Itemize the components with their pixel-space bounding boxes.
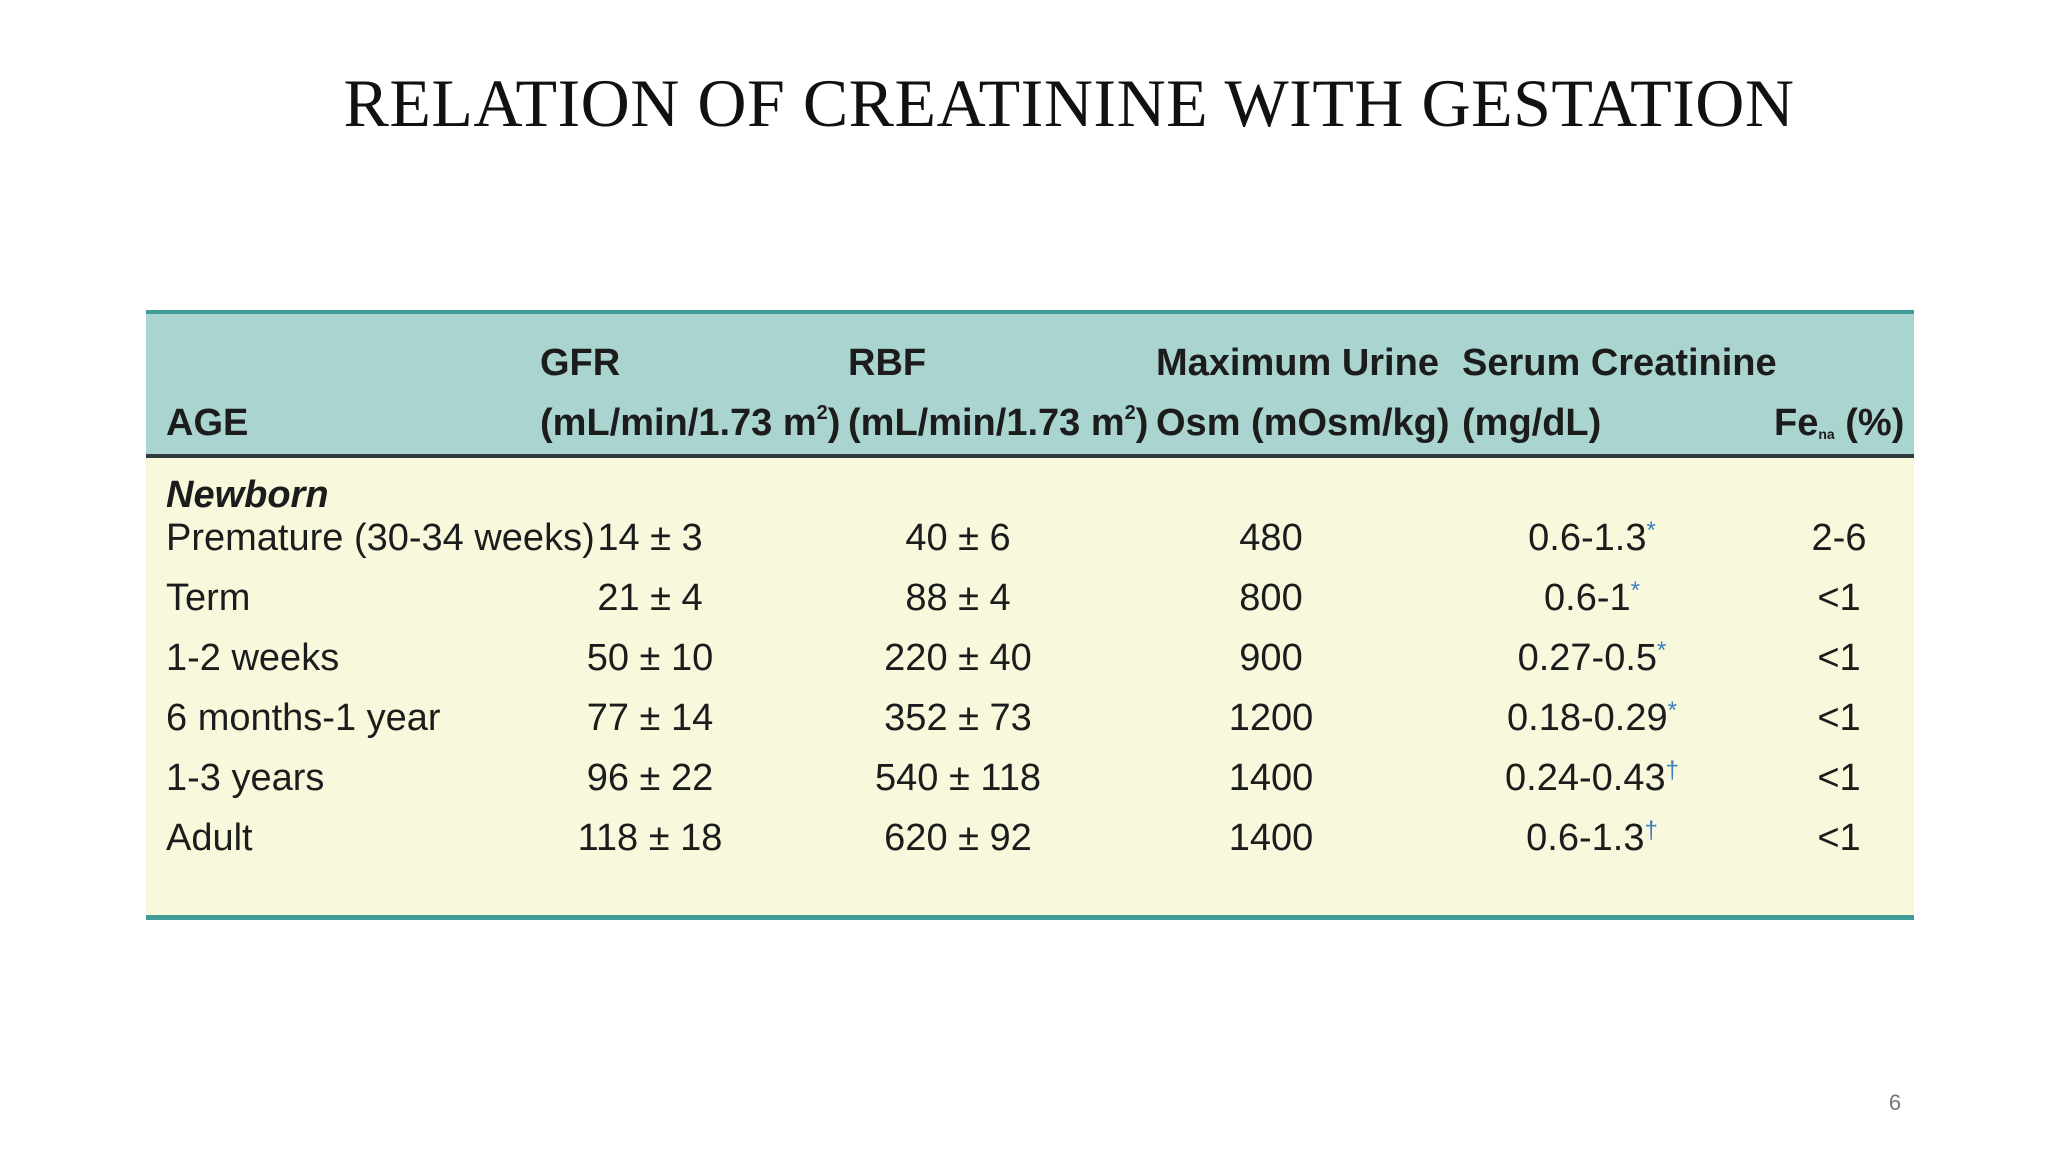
cell-gfr: 118 ± 18: [577, 817, 723, 859]
cell-creat: 0.27-0.5*: [1517, 637, 1667, 679]
table-header: AGE GFR (mL/min/1.73 m2) RBF (mL/min/1.7…: [146, 314, 1914, 458]
cell-rbf: 352 ± 73: [884, 697, 1032, 739]
cell-age: 1-3 years: [166, 757, 325, 799]
header-urine-unit: Osm (mOsm/kg): [1156, 402, 1450, 444]
cell-age: Premature (30-34 weeks): [166, 517, 595, 559]
cell-rbf: 540 ± 118: [875, 757, 1041, 799]
cell-urine: 480: [1239, 517, 1303, 559]
cell-fena: 2-6: [1811, 517, 1867, 559]
cell-gfr: 14 ± 3: [597, 517, 703, 559]
cell-rbf: 220 ± 40: [884, 637, 1032, 679]
cell-gfr: 96 ± 22: [586, 757, 714, 799]
data-table: AGE GFR (mL/min/1.73 m2) RBF (mL/min/1.7…: [146, 310, 1914, 920]
cell-gfr: 21 ± 4: [597, 577, 703, 619]
cell-urine: 1400: [1228, 817, 1314, 859]
cell-urine: 800: [1239, 577, 1303, 619]
header-urine-title: Maximum Urine: [1156, 342, 1439, 384]
footnote-mark: *: [1646, 517, 1656, 544]
cell-age: 1-2 weeks: [166, 637, 340, 679]
cell-age: 6 months-1 year: [166, 697, 441, 739]
cell-age: Term: [166, 577, 251, 619]
cell-fena: <1: [1817, 817, 1861, 859]
header-rbf-title: RBF: [848, 342, 927, 384]
header-serum-creatinine: Serum Creatinine (mg/dL): [1462, 334, 1777, 454]
cell-gfr: 50 ± 10: [586, 637, 714, 679]
cell-urine: 900: [1239, 637, 1303, 679]
cell-rbf: 88 ± 4: [905, 577, 1011, 619]
footnote-mark: †: [1665, 757, 1679, 784]
header-rbf: RBF (mL/min/1.73 m2): [848, 334, 1148, 454]
footnote-mark: *: [1667, 697, 1677, 724]
header-rbf-unit: (mL/min/1.73 m2): [848, 402, 1149, 444]
cell-creat: 0.24-0.43†: [1505, 757, 1679, 799]
cell-fena: <1: [1817, 757, 1861, 799]
cell-creat: 0.6-1.3†: [1526, 817, 1658, 859]
cell-creat: 0.6-1*: [1544, 577, 1640, 619]
footnote-mark: *: [1657, 637, 1667, 664]
cell-urine: 1400: [1228, 757, 1314, 799]
slide-title: RELATION OF CREATININE WITH GESTATION: [343, 65, 1795, 141]
header-max-urine-osm: Maximum Urine Osm (mOsm/kg): [1156, 334, 1450, 454]
header-age: AGE: [166, 402, 249, 444]
header-fena: Fena (%): [1774, 402, 1905, 444]
cell-urine: 1200: [1228, 697, 1314, 739]
footnote-mark: †: [1644, 817, 1658, 844]
header-creatinine-title: Serum Creatinine: [1462, 342, 1777, 384]
header-gfr-title: GFR: [540, 342, 621, 384]
cell-gfr: 77 ± 14: [586, 697, 714, 739]
page-number: 6: [1888, 1090, 1902, 1115]
cell-fena: <1: [1817, 697, 1861, 739]
cell-creat: 0.18-0.29*: [1507, 697, 1677, 739]
header-creatinine-unit: (mg/dL): [1462, 402, 1602, 444]
group-label-newborn: Newborn: [166, 474, 329, 516]
cell-rbf: 40 ± 6: [905, 517, 1011, 559]
footnote-mark: *: [1630, 577, 1640, 604]
cell-fena: <1: [1817, 577, 1861, 619]
cell-creat: 0.6-1.3*: [1528, 517, 1656, 559]
cell-fena: <1: [1817, 637, 1861, 679]
cell-rbf: 620 ± 92: [884, 817, 1032, 859]
header-gfr: GFR (mL/min/1.73 m2): [540, 334, 840, 454]
cell-age: Adult: [166, 817, 253, 859]
header-gfr-unit: (mL/min/1.73 m2): [540, 402, 841, 444]
